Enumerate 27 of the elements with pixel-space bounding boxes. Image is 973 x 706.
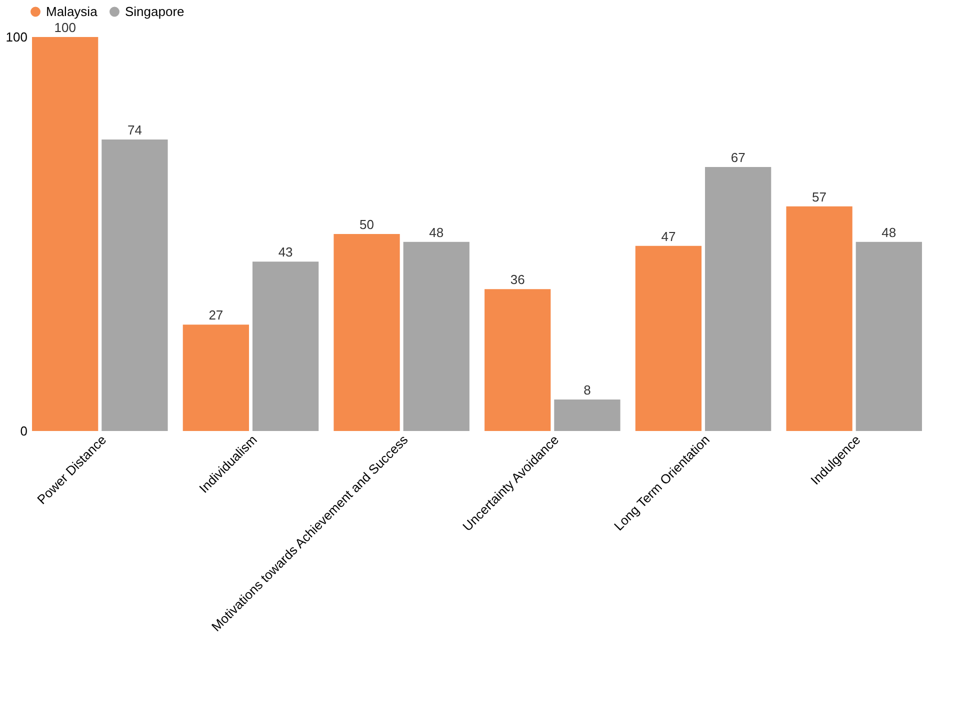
data-label: 50 — [360, 217, 374, 232]
bar — [102, 139, 168, 431]
bar — [786, 206, 852, 431]
bar — [554, 399, 620, 431]
bar — [705, 167, 772, 431]
data-label: 57 — [812, 189, 827, 204]
data-label: 47 — [661, 228, 676, 244]
bar — [334, 234, 400, 431]
data-label: 8 — [584, 382, 591, 398]
data-label: 100 — [54, 20, 76, 35]
data-label: 74 — [127, 122, 142, 138]
bar — [484, 289, 551, 431]
data-label: 48 — [882, 224, 896, 240]
y-tick-label: 0 — [20, 424, 28, 438]
legend-label: Malaysia — [46, 4, 98, 19]
bar — [856, 242, 922, 431]
data-label: 43 — [278, 244, 293, 260]
bar — [182, 324, 249, 431]
data-label: 36 — [510, 272, 525, 288]
bar — [252, 262, 319, 431]
legend-label: Singapore — [125, 4, 184, 19]
bar — [403, 242, 470, 431]
bar — [635, 246, 702, 431]
data-label: 67 — [730, 150, 746, 166]
bar — [32, 37, 98, 431]
data-label: 27 — [208, 308, 224, 323]
data-label: 48 — [429, 224, 444, 240]
